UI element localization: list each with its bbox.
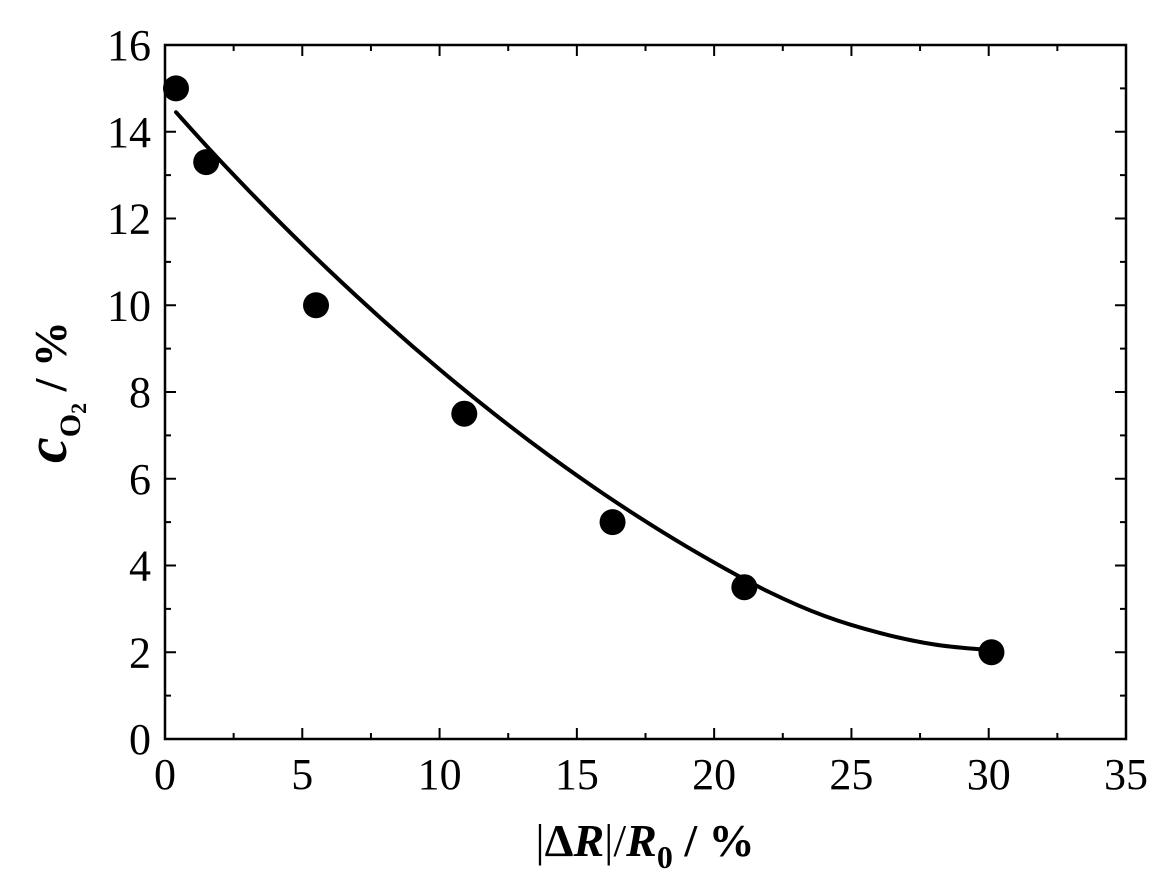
y-axis-title-subscript: O [54,414,87,437]
x-tick-label: 15 [555,750,599,799]
x-axis-title-bar-close: |/ [604,815,626,866]
x-axis-title-delta: Δ [545,815,574,866]
y-tick-label: 10 [107,281,151,330]
x-axis-title-bar-open: | [535,815,544,866]
fit-curve-layer [174,110,986,652]
y-axis-title-unit: / % [25,321,76,403]
y-tick-label: 2 [129,628,151,677]
y-tick-label: 14 [107,108,151,157]
x-axis-title: |ΔR|/R0 / % [535,815,754,875]
ticks-layer: 0 5 10 15 20 25 30 35 0 2 4 6 8 10 12 14 16 [107,21,1148,799]
x-axis-title-var2: R [625,815,657,866]
data-point [599,509,626,536]
data-points-layer [162,75,1005,666]
data-point [193,149,220,176]
fit-curve [174,110,986,652]
x-tick-label: 30 [967,750,1011,799]
y-tick-label: 6 [129,455,151,504]
y-tick-label: 0 [129,715,151,764]
x-tick-label: 20 [692,750,736,799]
x-axis-title-var: R [572,815,604,866]
y-tick-label: 4 [129,542,151,591]
y-axis-title: cO2 / % [14,321,91,463]
x-axis-title-unit: / % [673,815,755,866]
x-axis-title-subscript: 0 [657,839,673,875]
plot-area-frame [163,43,1128,741]
y-tick-label: 8 [129,368,151,417]
data-point [978,639,1005,666]
x-tick-label: 0 [154,750,176,799]
y-tick-label: 16 [107,21,151,70]
x-tick-label: 10 [418,750,462,799]
data-point [303,292,330,319]
x-tick-label: 25 [829,750,873,799]
y-axis-title-subscript2: 2 [66,403,91,414]
x-tick-label: 35 [1104,750,1148,799]
data-point [162,75,189,102]
y-axis-title-var: c [14,437,79,463]
x-tick-label: 5 [291,750,313,799]
data-point [451,400,478,427]
y-tick-label: 12 [107,195,151,244]
data-point [731,574,758,601]
